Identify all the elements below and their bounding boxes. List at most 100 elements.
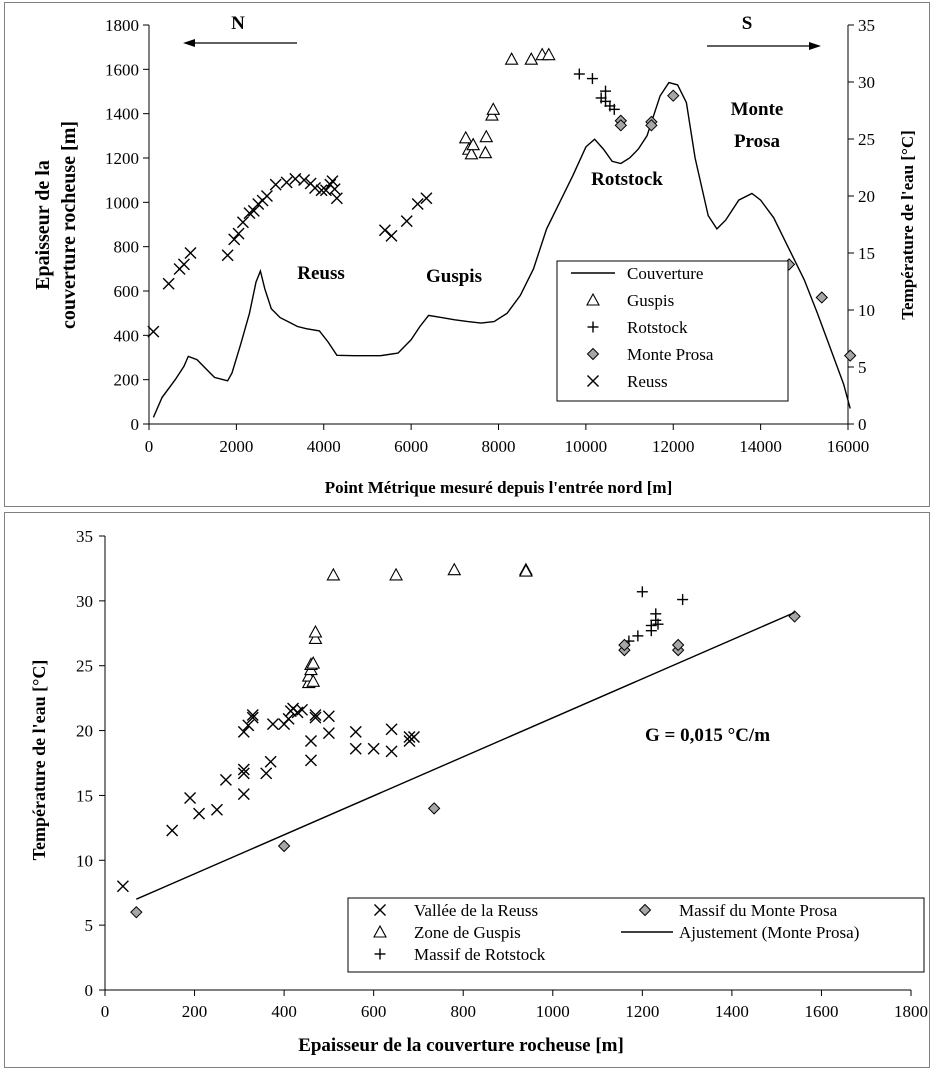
series-vall-e-de-la-reuss-point-8 — [237, 763, 250, 776]
series-vall-e-de-la-reuss-point-34-b — [403, 731, 416, 744]
series-reuss-point-28-b — [400, 215, 413, 228]
series-vall-e-de-la-reuss-point-7-b — [237, 767, 250, 780]
legend-rotstock-label: Rotstock — [627, 318, 688, 337]
series-vall-e-de-la-reuss-point-26 — [322, 727, 335, 740]
south-arrow-head — [809, 42, 821, 50]
y-tick-label-7: 35 — [76, 527, 93, 546]
monte-label: Monte — [731, 99, 784, 120]
series-massif-de-rotstock-point-8 — [677, 594, 689, 606]
x-tick-label-2: 4000 — [307, 437, 341, 456]
series-vall-e-de-la-reuss-point-30-b — [367, 742, 380, 755]
series-vall-e-de-la-reuss-point-3-b — [193, 807, 206, 820]
y-tick-label-5: 1000 — [105, 193, 139, 212]
x-tick-label-0: 0 — [145, 437, 154, 456]
series-reuss-point-6 — [228, 233, 241, 246]
x-tick-label-8: 16000 — [827, 437, 870, 456]
series-reuss-point-27 — [385, 229, 398, 242]
legend-reuss-swatch-b — [587, 375, 599, 387]
series-vall-e-de-la-reuss-point-12 — [246, 709, 259, 722]
series-monte-prosa-point-7 — [843, 349, 857, 362]
temperature-vs-cover-chart: 0 200 400 600 800 1000 1200 1400 1600 1800 0 5 10 15 2… — [29, 527, 928, 1056]
x-tick-label-5: 1000 — [536, 1002, 570, 1021]
series-massif-du-monte-prosa-point-0 — [130, 905, 143, 919]
series-vall-e-de-la-reuss-point-8-b — [237, 763, 250, 776]
series-vall-e-de-la-reuss-point-7 — [237, 767, 250, 780]
y-tick-label-3: 15 — [76, 786, 93, 805]
x-axis-title: Epaisseur de la couverture rocheuse [m] — [298, 1035, 624, 1056]
series-vall-e-de-la-reuss-point-22 — [304, 754, 317, 767]
series-reuss-point-3 — [177, 258, 190, 271]
series-vall-e-de-la-reuss-point-9 — [237, 725, 250, 738]
series-vall-e-de-la-reuss-point-35-b — [407, 731, 420, 744]
series-reuss-point-15-b — [280, 176, 293, 189]
rotstock-label: Rotstock — [591, 169, 663, 190]
series-vall-e-de-la-reuss-point-17-b — [282, 712, 295, 725]
series-reuss-point-15 — [280, 176, 293, 189]
legend-vall-e-de-la-reuss-label: Vallée de la Reuss — [414, 901, 538, 920]
series-reuss-point-17 — [298, 174, 311, 187]
chart-panel-bottom: 0 200 400 600 800 1000 1200 1400 1600 1800 0 5 10 15 2… — [4, 512, 930, 1068]
series-reuss-point-0-b — [147, 325, 160, 338]
legend-monte-prosa-label: Monte Prosa — [627, 345, 714, 364]
series-reuss-point-17-b — [298, 174, 311, 187]
series-vall-e-de-la-reuss-point-10-b — [242, 719, 255, 732]
x-tick-label-8: 1600 — [804, 1002, 838, 1021]
series-reuss-point-7-b — [232, 227, 245, 240]
series-reuss-point-8-b — [236, 216, 249, 229]
y-tick-label-3: 600 — [114, 282, 140, 301]
series-vall-e-de-la-reuss-point-29-b — [349, 725, 362, 738]
series-vall-e-de-la-reuss-point-13 — [260, 767, 273, 780]
series-reuss-point-20-b — [315, 184, 328, 197]
series-vall-e-de-la-reuss-point-23 — [304, 734, 317, 747]
series-reuss-point-27-b — [385, 229, 398, 242]
series-zone-de-guspis-point-9 — [389, 567, 403, 581]
y-axis-title-line-1: Epaisseur de la — [32, 160, 54, 290]
series-reuss-point-13-b — [260, 190, 273, 202]
series-vall-e-de-la-reuss-point-5-b — [219, 773, 232, 786]
y-tick-label-1: 200 — [114, 371, 140, 390]
series-reuss-point-4 — [184, 247, 197, 259]
legend-massif-de-rotstock-swatch — [374, 948, 386, 960]
x-tick-label-1: 200 — [182, 1002, 208, 1021]
x-tick-label-3: 600 — [361, 1002, 387, 1021]
series-vall-e-de-la-reuss-point-32 — [385, 723, 398, 736]
x-tick-label-6: 1200 — [625, 1002, 659, 1021]
series-vall-e-de-la-reuss-point-35 — [407, 731, 420, 744]
series-reuss-point-21-b — [319, 184, 332, 197]
series-vall-e-de-la-reuss-point-25 — [309, 709, 322, 722]
y2-tick-label-2: 10 — [858, 301, 875, 320]
series-reuss-point-20 — [315, 184, 328, 197]
series-vall-e-de-la-reuss-point-24 — [309, 711, 322, 724]
x-tick-label-4: 8000 — [482, 437, 516, 456]
series-reuss-point-25-b — [330, 192, 343, 205]
series-reuss-point-23 — [326, 175, 339, 188]
legend-gupis-label: Guspis — [627, 291, 674, 310]
y-tick-label-2: 10 — [76, 851, 93, 870]
series-vall-e-de-la-reuss-point-2-b — [184, 792, 197, 805]
legend-ajustement-monte-prosa-label: Ajustement (Monte Prosa) — [679, 923, 859, 942]
series-gupis-point-9 — [524, 52, 539, 65]
series-vall-e-de-la-reuss-point-27 — [322, 710, 335, 723]
y2-tick-label-0: 0 — [858, 415, 867, 434]
plot-area — [147, 47, 857, 418]
south-label: S — [742, 13, 753, 34]
legend-vall-e-de-la-reuss-swatch-b — [374, 904, 386, 916]
series-reuss-point-3-b — [177, 258, 190, 271]
series-vall-e-de-la-reuss-point-6 — [237, 788, 250, 801]
y-tick-label-0: 0 — [85, 981, 94, 1000]
series-gupis-point-3 — [466, 137, 481, 151]
y-tick-label-4: 20 — [76, 722, 93, 741]
series-vall-e-de-la-reuss-point-26-b — [322, 727, 335, 740]
series-monte-prosa-point-1 — [614, 119, 628, 132]
series-vall-e-de-la-reuss-point-1 — [166, 824, 179, 837]
series-vall-e-de-la-reuss-point-31-b — [385, 745, 398, 758]
series-vall-e-de-la-reuss-point-32-b — [385, 723, 398, 736]
x-tick-label-9: 1800 — [894, 1002, 928, 1021]
legend-rotstock-swatch — [587, 321, 599, 333]
series-vall-e-de-la-reuss-point-0 — [116, 880, 129, 893]
series-reuss-point-30 — [420, 192, 433, 205]
series-gupis-point-0 — [458, 130, 473, 144]
y-tick-label-6: 30 — [76, 592, 93, 611]
series-vall-e-de-la-reuss-point-21 — [296, 703, 309, 716]
x-tick-label-2: 400 — [271, 1002, 297, 1021]
